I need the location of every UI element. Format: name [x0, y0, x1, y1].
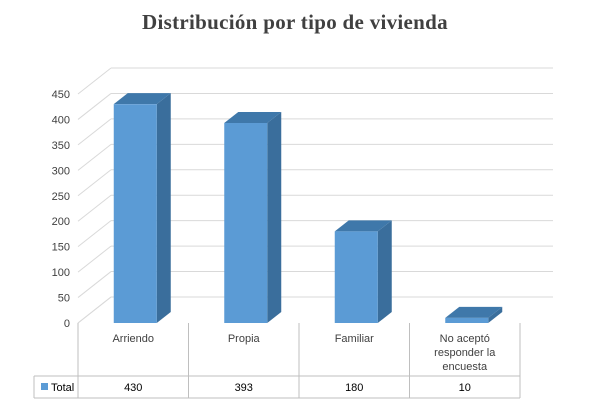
y-tick-label: 0 — [64, 318, 70, 330]
legend-label: Total — [51, 382, 74, 394]
bar-top — [113, 93, 171, 105]
legend-key — [41, 383, 48, 390]
gridlines — [77, 67, 553, 324]
gridline-depth — [77, 143, 112, 171]
bar-top — [224, 112, 282, 124]
y-tick-label: 100 — [52, 267, 70, 279]
data-label: 10 — [459, 382, 471, 394]
gridline-depth — [77, 67, 112, 95]
bars — [113, 93, 503, 323]
y-tick-label: 450 — [52, 89, 70, 101]
gridline-depth — [77, 93, 112, 120]
y-tick-label: 350 — [52, 140, 70, 152]
gridline-depth — [77, 194, 112, 222]
bar-side — [267, 112, 282, 323]
bar-front — [334, 231, 378, 323]
y-tick-label: 300 — [52, 165, 70, 177]
bar-front — [224, 123, 268, 323]
bar-top — [334, 220, 392, 232]
bar-side — [156, 93, 171, 323]
y-tick-label: 150 — [52, 242, 70, 254]
bar — [113, 93, 171, 323]
x-tick-label: No aceptó responder la encuesta — [434, 333, 496, 373]
chart-title: Distribución por tipo de vivienda — [142, 10, 448, 34]
y-tick-label: 50 — [58, 293, 70, 305]
bar-side — [377, 220, 392, 323]
y-tick-label: 400 — [52, 114, 70, 126]
x-tick-label: Propia — [228, 333, 261, 345]
data-table: Arriendo Propia Familiar No aceptó responder… — [33, 323, 521, 399]
bar-side — [488, 306, 503, 323]
x-tick-label: Familiar — [335, 333, 374, 345]
gridline-depth — [77, 296, 112, 324]
bar — [334, 220, 392, 323]
data-label: 430 — [124, 382, 142, 394]
y-tick-label: 250 — [52, 191, 70, 203]
bar-front — [445, 317, 489, 323]
gridline-depth — [77, 169, 112, 197]
y-tick-label: 200 — [52, 216, 70, 228]
bar-top — [445, 306, 503, 318]
bar — [224, 112, 282, 323]
y-axis: 0 50 100 150 200 250 300 350 400 450 — [52, 89, 70, 330]
gridline-depth — [77, 245, 112, 273]
gridline-depth — [77, 118, 112, 146]
bar-front — [113, 104, 157, 323]
bar — [445, 306, 503, 323]
gridline-depth — [77, 220, 112, 248]
data-label: 180 — [345, 382, 363, 394]
data-label: 393 — [235, 382, 253, 394]
gridline-depth — [77, 271, 112, 298]
x-tick-label: Arriendo — [112, 333, 154, 345]
